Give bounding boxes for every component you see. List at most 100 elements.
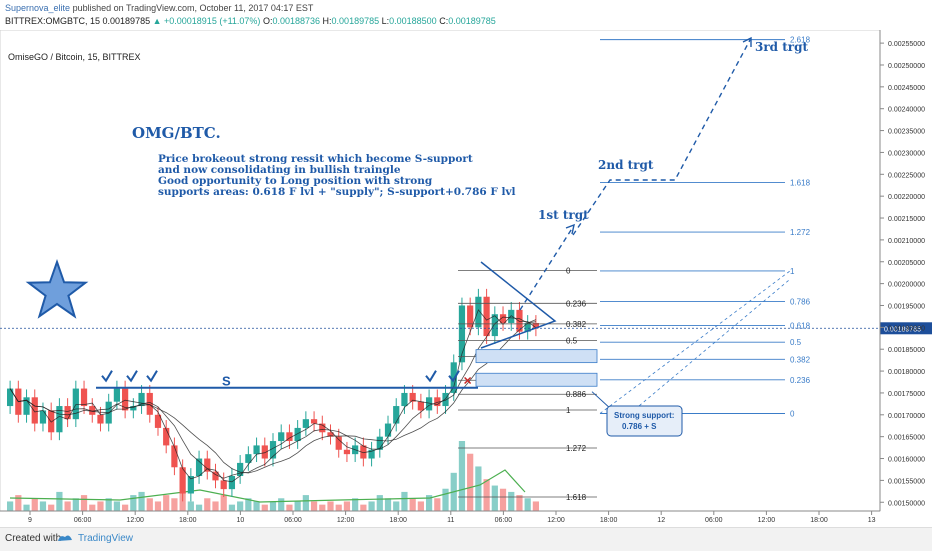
candle-body bbox=[72, 388, 79, 420]
volume-bar bbox=[212, 501, 219, 511]
volume-bar bbox=[146, 498, 153, 511]
price-tick-label: 0.00215000 bbox=[888, 216, 925, 223]
volume-bar bbox=[376, 495, 383, 511]
time-tick-label: 13 bbox=[868, 517, 876, 524]
time-tick-label: 12 bbox=[657, 517, 665, 524]
price-chart[interactable]: OmiseGO / Bitcoin, 15, BITTREX 0.0018978… bbox=[0, 30, 932, 527]
volume-bar bbox=[508, 491, 515, 511]
candle-body bbox=[524, 322, 531, 332]
price-tick-label: 0.00240000 bbox=[888, 107, 925, 114]
volume-bar bbox=[434, 498, 441, 511]
volume-bar bbox=[302, 495, 309, 511]
check-mark-icon bbox=[101, 370, 113, 383]
volume-bar bbox=[97, 501, 104, 511]
tradingview-brand[interactable]: TradingView bbox=[78, 533, 134, 544]
author-link[interactable]: Supernova_elite bbox=[5, 3, 71, 13]
time-axis[interactable]: 9 06:00 12:00 18:00 10 06:00 12:00 18:00 11 06:00… bbox=[0, 510, 880, 524]
price-tick-label: 0.00150000 bbox=[888, 500, 925, 507]
current-price-label: 0.00189785 bbox=[884, 326, 921, 333]
candle-body bbox=[253, 445, 260, 455]
time-tick-label: 06:00 bbox=[284, 517, 302, 524]
volume-bar bbox=[278, 498, 285, 511]
volume-bar bbox=[335, 504, 342, 511]
volume-bar bbox=[80, 495, 88, 511]
price-tick-label: 0.00225000 bbox=[888, 172, 925, 179]
time-tick-label: 18:00 bbox=[600, 517, 618, 524]
volume-bar bbox=[261, 504, 268, 511]
triangle-pattern bbox=[480, 261, 557, 349]
volume-bar bbox=[475, 466, 482, 511]
fib-right-label: 1 bbox=[790, 267, 795, 276]
candle-body bbox=[475, 296, 482, 328]
candle-body bbox=[286, 432, 293, 442]
volume-bar bbox=[524, 498, 531, 511]
price-change: ▲ +0.00018915 (+11.07%) bbox=[152, 16, 261, 26]
check-mark-icon bbox=[126, 370, 138, 383]
price-axis[interactable]: 0.00150000 0.00155000 0.00160000 0.00165000… bbox=[879, 30, 925, 511]
price-tick-label: 0.00205000 bbox=[888, 260, 925, 267]
candle-body bbox=[212, 471, 219, 481]
candle-body bbox=[64, 406, 71, 420]
footer-bar: Created with TradingView bbox=[0, 527, 932, 551]
volume-bar bbox=[409, 498, 416, 511]
candle-body bbox=[130, 406, 137, 411]
fib-zone-highlight bbox=[475, 372, 598, 387]
check-mark-icon bbox=[448, 370, 460, 383]
price-tick-label: 0.00200000 bbox=[888, 282, 925, 289]
volume-bar bbox=[56, 491, 63, 511]
fib-right-label: 0.382 bbox=[790, 355, 811, 364]
candle-body bbox=[393, 406, 400, 424]
check-mark-icon bbox=[146, 370, 158, 383]
time-tick-label: 18:00 bbox=[389, 517, 407, 524]
time-tick-label: 12:00 bbox=[337, 517, 355, 524]
candle-body bbox=[7, 388, 14, 407]
created-with-text: Created with bbox=[5, 533, 62, 544]
candle-body bbox=[113, 388, 121, 402]
volume-bar bbox=[31, 498, 38, 511]
volume-bar bbox=[105, 498, 112, 511]
volume-bar bbox=[499, 488, 507, 511]
candle-body bbox=[360, 445, 367, 459]
volume-bar bbox=[458, 441, 466, 511]
candle-body bbox=[39, 410, 47, 424]
time-tick-label: 18:00 bbox=[810, 517, 828, 524]
candle-body bbox=[146, 392, 153, 415]
candle-body bbox=[302, 419, 309, 428]
volume-bar bbox=[113, 501, 121, 511]
projection-line bbox=[629, 278, 791, 414]
target-1-label: 1st trgt bbox=[538, 208, 589, 222]
candle-body bbox=[310, 419, 318, 424]
volume-bar bbox=[384, 498, 392, 511]
open-value: 0.00188736 bbox=[272, 16, 321, 26]
candle-body bbox=[294, 427, 301, 442]
time-tick-label: 18:00 bbox=[179, 517, 197, 524]
target-arrow-2 bbox=[572, 39, 751, 236]
volume-bar bbox=[23, 504, 30, 511]
volume-bar bbox=[269, 501, 277, 511]
candle-body bbox=[327, 432, 334, 437]
volume-bar bbox=[253, 501, 260, 511]
candle-body bbox=[278, 432, 285, 442]
candle-body bbox=[483, 296, 490, 337]
candle-body bbox=[122, 388, 129, 411]
fib-left-label: 1 bbox=[566, 406, 571, 415]
fib-right-label: 1.272 bbox=[790, 228, 811, 237]
candle-body bbox=[417, 401, 424, 411]
moving-average-line bbox=[9, 319, 537, 474]
candle-layer: 0.00189785 bbox=[0, 288, 932, 502]
candle-body bbox=[89, 406, 96, 415]
annotation-title: OMG/BTC. bbox=[132, 124, 221, 142]
candle-body bbox=[516, 309, 523, 332]
volume-bar bbox=[327, 501, 334, 511]
volume-bar bbox=[89, 504, 96, 511]
callout-line-2: 0.786 + S bbox=[622, 422, 657, 431]
price-tick-label: 0.00175000 bbox=[888, 391, 925, 398]
target-2-label: 2nd trgt bbox=[598, 158, 654, 172]
volume-bar bbox=[532, 501, 539, 511]
fib-right-label: 0.786 bbox=[790, 298, 811, 307]
candle-body bbox=[269, 441, 277, 459]
volume-bar bbox=[245, 498, 252, 511]
tradingview-logo-icon bbox=[58, 535, 72, 541]
annotation-line: supports areas: 0.618 F lvl + "supply"; … bbox=[158, 186, 516, 198]
candle-body bbox=[409, 392, 416, 402]
